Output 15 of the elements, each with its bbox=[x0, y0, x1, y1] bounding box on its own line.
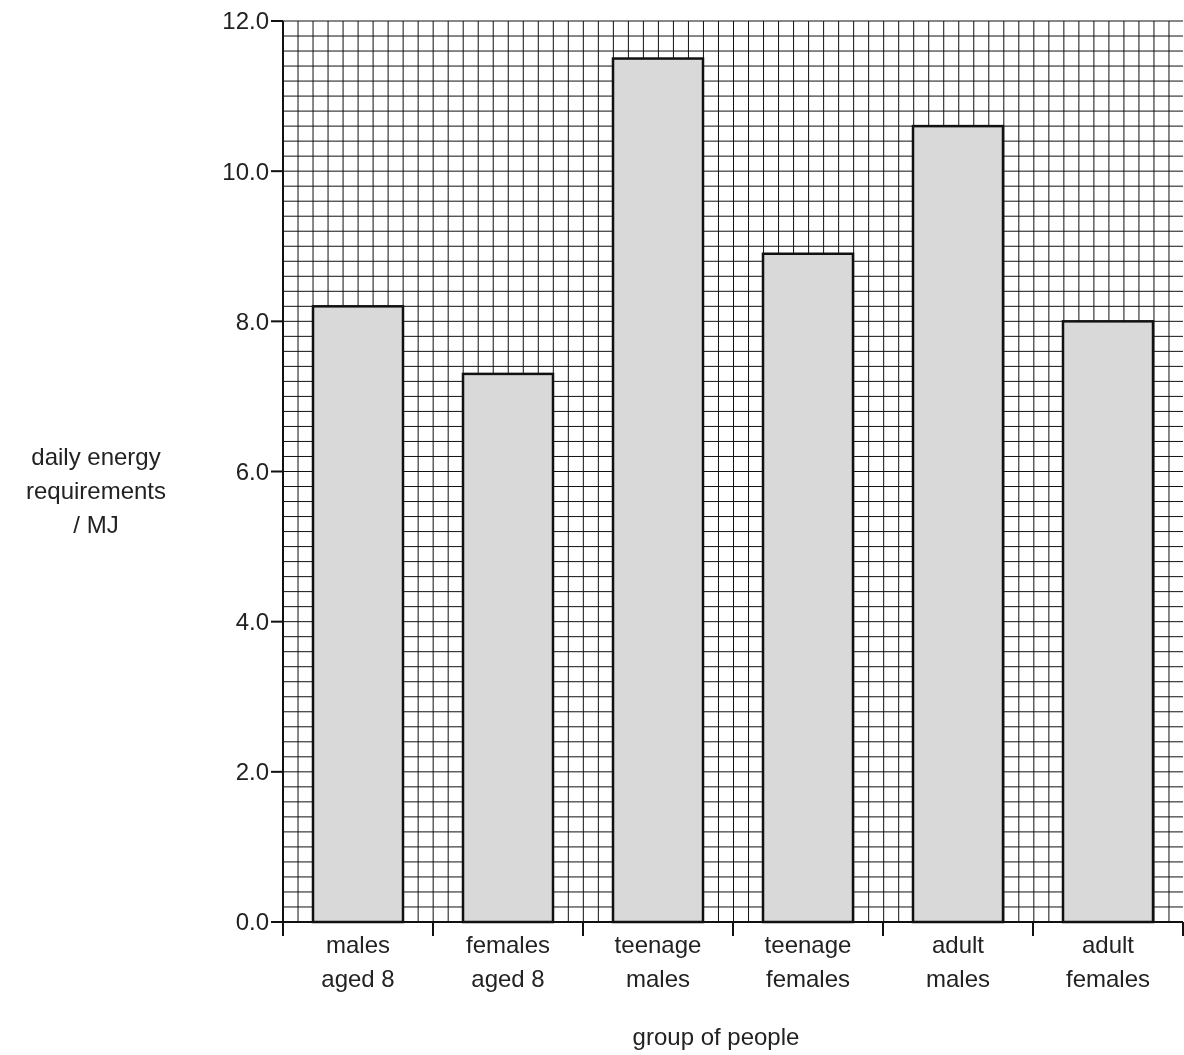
y-axis-title: daily energy requirements / MJ bbox=[25, 443, 167, 538]
y-tick-label: 2.0 bbox=[235, 758, 269, 786]
y-tick-label: 0.0 bbox=[235, 908, 269, 936]
y-tick-label: 8.0 bbox=[235, 307, 269, 335]
y-tick-label: 12.0 bbox=[222, 7, 269, 35]
x-tick-label: teenage females bbox=[764, 931, 852, 992]
x-tick-label: teenage males bbox=[614, 931, 702, 992]
x-axis-title: group of people bbox=[632, 1023, 800, 1050]
y-tick-label: 6.0 bbox=[235, 457, 269, 485]
x-tick-label: females aged 8 bbox=[465, 931, 551, 992]
y-tick-label: 4.0 bbox=[235, 608, 269, 636]
x-tick-label: adult males bbox=[925, 931, 991, 992]
x-tick-label: adult females bbox=[1065, 931, 1151, 992]
x-tick-label: males aged 8 bbox=[321, 931, 395, 992]
y-tick-label: 10.0 bbox=[222, 157, 269, 185]
